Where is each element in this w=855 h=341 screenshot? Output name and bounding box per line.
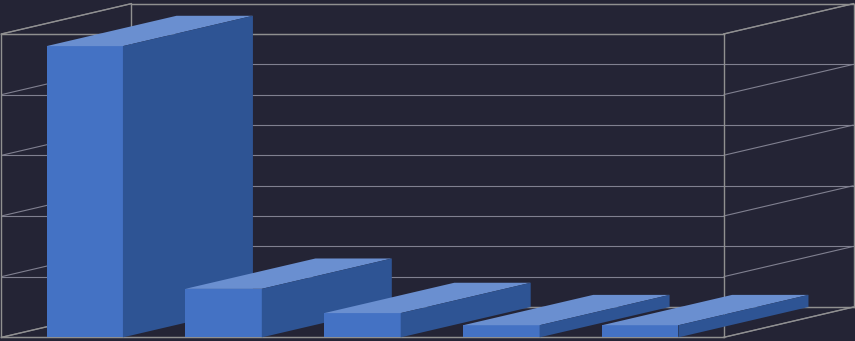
Polygon shape [463,295,669,325]
Polygon shape [540,295,669,337]
Polygon shape [324,313,401,337]
Polygon shape [401,283,531,337]
Polygon shape [46,16,253,46]
Polygon shape [262,258,392,337]
Polygon shape [324,283,531,313]
Polygon shape [602,325,679,337]
Polygon shape [463,325,540,337]
Polygon shape [186,289,262,337]
Polygon shape [602,295,809,325]
Polygon shape [46,46,123,337]
Polygon shape [186,258,392,289]
Polygon shape [679,295,809,337]
Polygon shape [123,16,253,337]
